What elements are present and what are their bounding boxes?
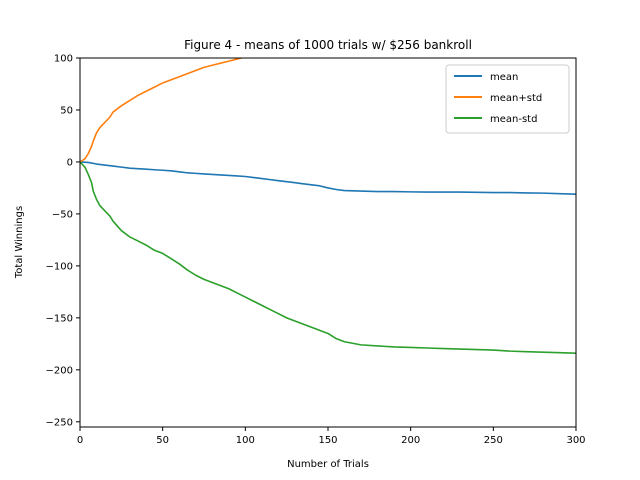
chart-title: Figure 4 - means of 1000 trials w/ $256 … — [184, 38, 472, 52]
x-tick-label: 150 — [318, 435, 337, 446]
legend: mean mean+std mean-std — [445, 64, 570, 134]
y-axis-label: Total Winnings — [14, 206, 25, 279]
x-tick-label: 100 — [236, 435, 255, 446]
x-tick-label: 200 — [401, 435, 420, 446]
y-tick-label: 100 — [54, 54, 73, 65]
y-tick-label: −100 — [46, 261, 73, 272]
x-axis-label: Number of Trials — [287, 459, 369, 470]
x-tick-label: 50 — [156, 435, 169, 446]
series-line-mean-minus-std — [80, 161, 576, 354]
plot-frame — [79, 57, 577, 428]
legend-entry-mean-plus-std: mean+std — [490, 93, 542, 104]
x-tick-label: 300 — [566, 435, 585, 446]
y-tick-label: −50 — [52, 209, 73, 220]
series-layer — [80, 58, 576, 354]
y-tick-label: 50 — [60, 105, 73, 116]
legend-entry-mean: mean — [490, 72, 518, 83]
y-tick-label: −250 — [46, 417, 73, 428]
legend-entry-mean-minus-std: mean-std — [490, 114, 537, 125]
y-tick-label: 0 — [67, 157, 73, 168]
y-tick-label: −200 — [46, 365, 73, 376]
legend-box — [445, 64, 570, 134]
ticks-layer: 0 50 100 150 200 250 300 −250 −200 −150 −100 −50 0 50… — [46, 54, 586, 447]
series-line-mean-plus-std — [80, 58, 245, 163]
x-tick-label: 0 — [77, 435, 83, 446]
x-tick-label: 250 — [484, 435, 503, 446]
y-tick-label: −150 — [46, 313, 73, 324]
series-line-mean — [80, 161, 576, 195]
